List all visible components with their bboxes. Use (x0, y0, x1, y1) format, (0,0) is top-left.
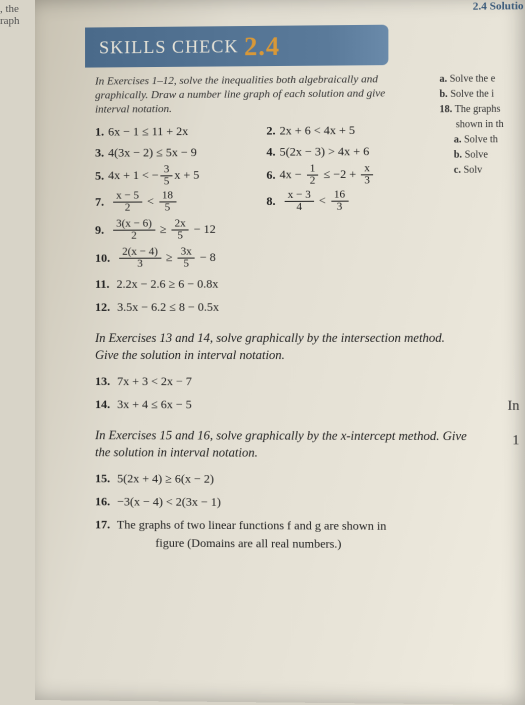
side-column: a. Solve the e b. Solve the i 18. The gr… (439, 71, 525, 178)
problems-block-2: 13. 7x + 3 < 2x − 7 14. 3x + 4 ≤ 6x − 5 (95, 372, 511, 414)
problem-16: 16. −3(x − 4) < 2(3x − 1) (95, 492, 511, 512)
problem-13: 13. 7x + 3 < 2x − 7 (95, 372, 511, 391)
margin-one: 1 (512, 433, 519, 449)
problem-11: 11. 2.2x − 2.6 ≥ 6 − 0.8x (95, 274, 511, 293)
problem-8: 8. x − 34 < 163 (266, 189, 511, 213)
skills-check-header: SKILLS CHECK 2.4 (85, 25, 388, 68)
problem-3: 3.4(3x − 2) ≤ 5x − 9 (95, 143, 266, 162)
instructions-2: In Exercises 13 and 14, solve graphicall… (95, 330, 470, 364)
problem-10: 10. 2(x − 4)3 ≥ 3x5 − 8 (95, 246, 511, 270)
instructions-1: In Exercises 1–12, solve the inequalitie… (95, 73, 388, 117)
problem-12: 12. 3.5x − 6.2 ≤ 8 − 0.5x (95, 298, 511, 317)
section-label: 2.4 Solutio (473, 0, 524, 13)
problem-14: 14. 3x + 4 ≤ 6x − 5 (95, 395, 511, 414)
page-edge-text: , the raph (0, 3, 20, 27)
problem-5: 5.4x + 1 < −35x + 5 (95, 164, 266, 188)
textbook-page: 2.4 Solutio SKILLS CHECK 2.4 In Exercise… (35, 0, 525, 705)
header-text: SKILLS CHECK (99, 36, 239, 57)
instructions-3: In Exercises 15 and 16, solve graphicall… (95, 427, 470, 462)
problems-block-3: 15. 5(2x + 4) ≥ 6(x − 2) 16. −3(x − 4) <… (95, 469, 511, 554)
edge-line1: , the (0, 3, 20, 15)
header-number: 2.4 (244, 32, 280, 62)
problem-1: 1.6x − 1 ≤ 11 + 2x (95, 122, 266, 141)
problem-17: 17. The graphs of two linear functions f… (95, 515, 501, 553)
problem-9: 9. 3(x − 6)2 ≥ 2x5 − 12 (95, 217, 511, 242)
problem-7: 7. x − 52 < 185 (95, 190, 266, 214)
problem-15: 15. 5(2x + 4) ≥ 6(x − 2) (95, 469, 511, 489)
margin-in: In (507, 399, 519, 415)
edge-line2: raph (0, 15, 20, 27)
